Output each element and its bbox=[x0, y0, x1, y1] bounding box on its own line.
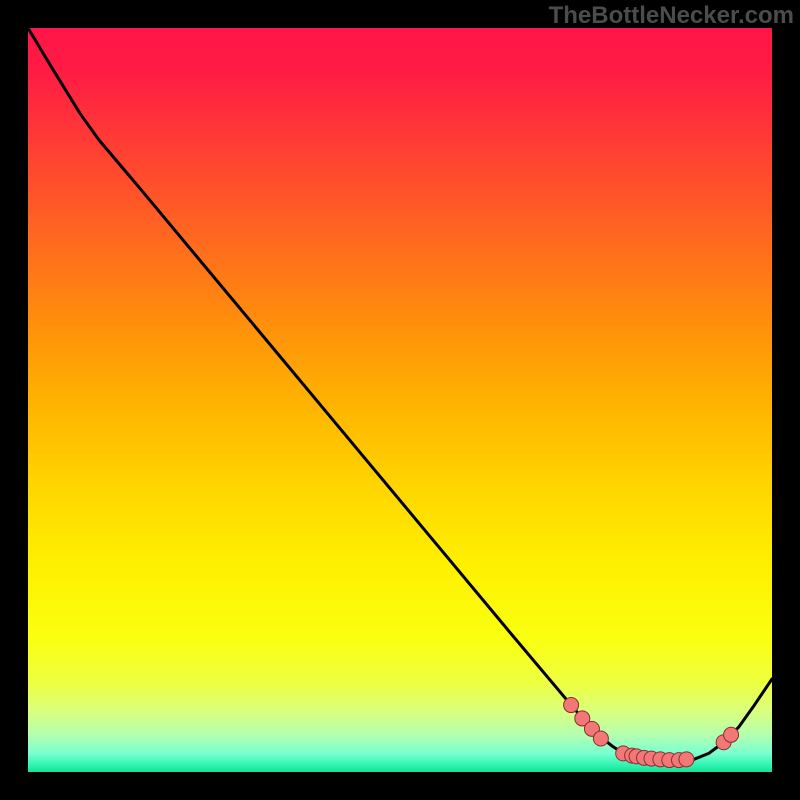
plot-background bbox=[28, 28, 772, 772]
watermark-text: TheBottleNecker.com bbox=[549, 2, 794, 30]
curve-marker bbox=[724, 727, 739, 742]
curve-marker bbox=[679, 752, 694, 767]
chart-canvas bbox=[0, 0, 800, 800]
curve-marker bbox=[564, 698, 579, 713]
curve-marker bbox=[593, 731, 608, 746]
